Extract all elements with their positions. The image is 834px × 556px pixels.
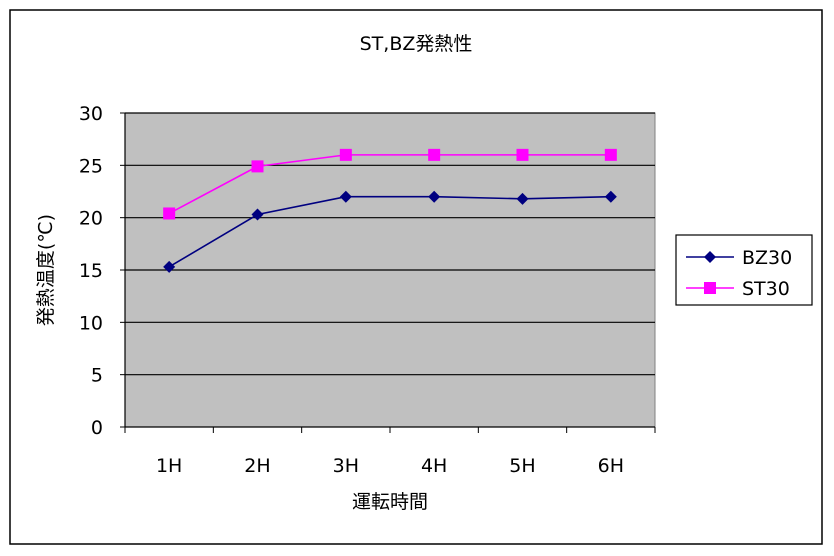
y-axis-label: 発熱温度(℃) [35,214,57,326]
series-line [168,195,611,268]
series-group [163,148,617,273]
y-tick-label: 5 [91,365,103,387]
legend-entry-st30: ST30 [686,278,790,300]
y-tick-label: 0 [91,417,103,439]
data-point [163,207,176,220]
legend: BZ30 ST30 [686,247,792,300]
legend-marker [704,282,716,294]
data-point [339,148,352,161]
series-st30 [163,148,617,220]
x-tick-label: 6H [598,455,624,477]
data-point [604,148,617,161]
legend-label: ST30 [742,278,790,300]
legend-box [675,234,813,306]
gridlines [125,112,655,376]
y-tick-label: 15 [79,260,103,282]
legend-entry-bz30: BZ30 [686,247,792,269]
data-point [251,160,264,173]
y-tick-label: 10 [79,312,103,334]
axes [120,112,656,433]
y-tick-labels: 0 5 10 15 20 25 30 [79,103,103,439]
data-point [428,190,441,203]
data-point [251,208,264,221]
series-bz30 [163,190,617,273]
x-tick-label: 5H [509,455,535,477]
x-tick-labels: 1H 2H 3H 4H 5H 6H [156,455,624,477]
series-line [168,154,611,215]
data-point [516,192,529,205]
legend-label: BZ30 [742,247,792,269]
data-point [604,190,617,203]
chart-title: ST,BZ発熱性 [360,33,473,55]
data-point [339,190,352,203]
x-tick-label: 2H [244,455,270,477]
legend-marker [704,251,716,263]
data-point [516,148,529,161]
data-point [163,260,176,273]
x-tick-label: 4H [421,455,447,477]
y-tick-label: 20 [79,208,103,230]
x-tick-label: 3H [333,455,359,477]
x-axis-label: 運転時間 [352,491,428,513]
x-tick-label: 1H [156,455,182,477]
y-tick-label: 25 [79,155,103,177]
data-point [428,148,441,161]
y-tick-label: 30 [79,103,103,125]
